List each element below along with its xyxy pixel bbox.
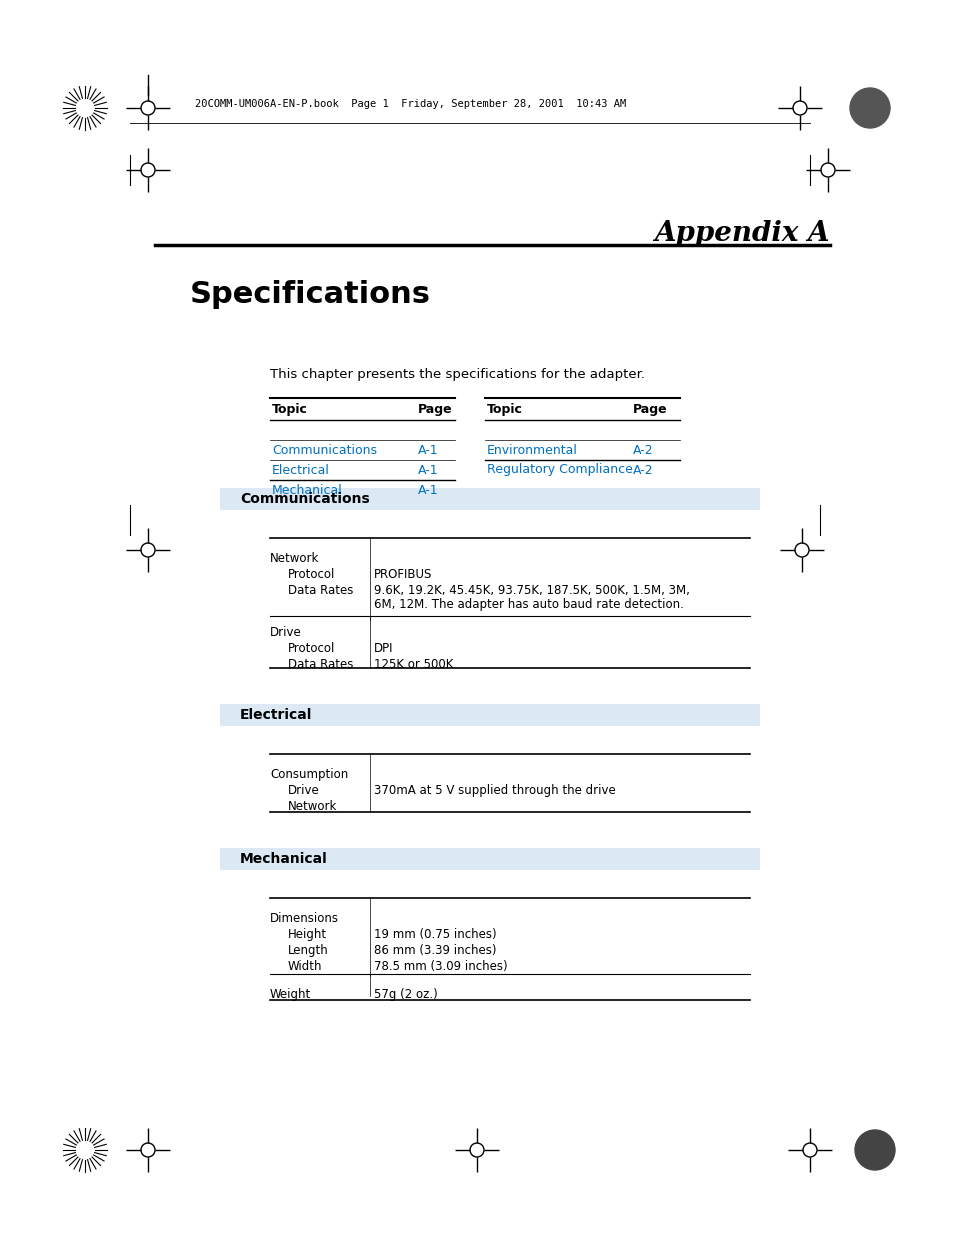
Text: Topic: Topic [272, 403, 308, 415]
Text: A-1: A-1 [417, 463, 438, 477]
Circle shape [854, 1130, 894, 1170]
Text: Drive: Drive [288, 784, 319, 797]
Text: Drive: Drive [270, 626, 301, 638]
Text: A-2: A-2 [633, 463, 653, 477]
Text: 86 mm (3.39 inches): 86 mm (3.39 inches) [374, 944, 496, 957]
Text: Consumption: Consumption [270, 768, 348, 781]
Bar [220, 848, 760, 869]
Text: 125K or 500K: 125K or 500K [374, 658, 453, 671]
Bar [220, 704, 760, 726]
Text: Electrical: Electrical [240, 708, 312, 722]
Text: Page: Page [633, 403, 667, 415]
Text: Page: Page [417, 403, 452, 415]
Text: 57g (2 oz.): 57g (2 oz.) [374, 988, 437, 1002]
Text: Data Rates: Data Rates [288, 584, 353, 597]
Text: Height: Height [288, 927, 327, 941]
Circle shape [849, 88, 889, 128]
Text: Mechanical: Mechanical [272, 483, 342, 496]
Text: Network: Network [270, 552, 319, 564]
Text: A-1: A-1 [417, 443, 438, 457]
Bar [220, 488, 760, 510]
Text: DPI: DPI [374, 642, 393, 655]
Text: Topic: Topic [486, 403, 522, 415]
Text: Appendix A: Appendix A [654, 220, 829, 247]
Text: Electrical: Electrical [272, 463, 330, 477]
Text: Weight: Weight [270, 988, 311, 1002]
Text: Data Rates: Data Rates [288, 658, 353, 671]
Text: Mechanical: Mechanical [240, 852, 328, 866]
Text: Regulatory Compliance: Regulatory Compliance [486, 463, 632, 477]
Text: PROFIBUS: PROFIBUS [374, 568, 432, 580]
Text: Width: Width [288, 960, 322, 973]
Text: Protocol: Protocol [288, 642, 335, 655]
Text: 370mA at 5 V supplied through the drive: 370mA at 5 V supplied through the drive [374, 784, 615, 797]
Text: Communications: Communications [272, 443, 376, 457]
Text: Network: Network [288, 800, 337, 813]
Text: This chapter presents the specifications for the adapter.: This chapter presents the specifications… [270, 368, 644, 382]
Text: A-2: A-2 [633, 443, 653, 457]
Text: Protocol: Protocol [288, 568, 335, 580]
Text: Specifications: Specifications [190, 280, 431, 309]
Text: 78.5 mm (3.09 inches): 78.5 mm (3.09 inches) [374, 960, 507, 973]
Text: Length: Length [288, 944, 329, 957]
Text: A-1: A-1 [417, 483, 438, 496]
Text: 19 mm (0.75 inches): 19 mm (0.75 inches) [374, 927, 497, 941]
Text: Environmental: Environmental [486, 443, 578, 457]
Text: 9.6K, 19.2K, 45.45K, 93.75K, 187.5K, 500K, 1.5M, 3M,: 9.6K, 19.2K, 45.45K, 93.75K, 187.5K, 500… [374, 584, 689, 597]
Text: Dimensions: Dimensions [270, 911, 338, 925]
Text: Communications: Communications [240, 492, 370, 506]
Text: 6M, 12M. The adapter has auto baud rate detection.: 6M, 12M. The adapter has auto baud rate … [374, 598, 683, 611]
Text: 20COMM-UM006A-EN-P.book  Page 1  Friday, September 28, 2001  10:43 AM: 20COMM-UM006A-EN-P.book Page 1 Friday, S… [194, 99, 625, 109]
